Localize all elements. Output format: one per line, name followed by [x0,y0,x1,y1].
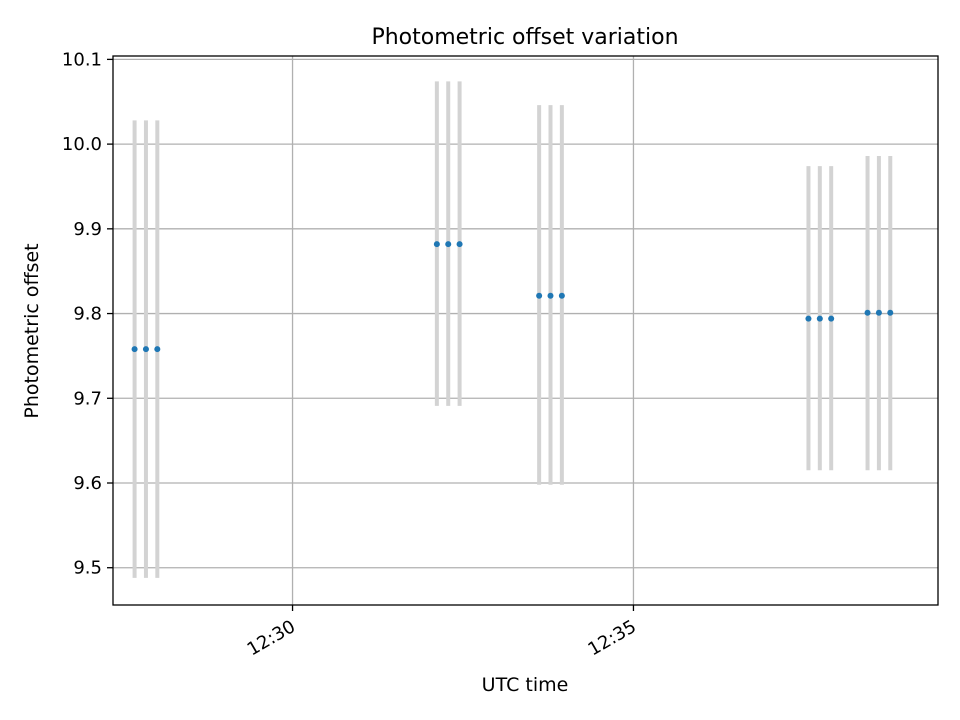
data-point [828,315,835,322]
data-point [816,315,823,322]
y-axis-label: Photometric offset [21,243,43,418]
y-tick-label: 9.8 [73,304,102,325]
data-point [558,292,565,299]
data-point [887,309,894,316]
data-point [154,346,161,353]
y-axis-ticks: 9.5 9.6 9.7 9.8 9.9 10.0 10.1 [62,49,113,579]
data-point [864,309,871,316]
data-point [445,241,452,248]
y-tick-label: 9.9 [73,219,102,240]
y-tick-label: 9.6 [73,473,102,494]
data-point [875,309,882,316]
gridlines [113,56,938,605]
y-tick-label: 10.1 [62,49,102,70]
y-tick-label: 9.5 [73,558,102,579]
plot-frame [112,55,939,606]
data-point [456,241,463,248]
chart-title: Photometric offset variation [371,25,678,50]
x-axis-label: UTC time [482,674,569,696]
y-tick-label: 10.0 [62,134,102,155]
data-points [131,241,894,353]
data-point [547,292,554,299]
y-tick-label: 9.7 [73,388,102,409]
data-point [142,346,149,353]
data-point [433,241,440,248]
data-point [805,315,812,322]
data-point [131,346,138,353]
data-point [536,292,543,299]
